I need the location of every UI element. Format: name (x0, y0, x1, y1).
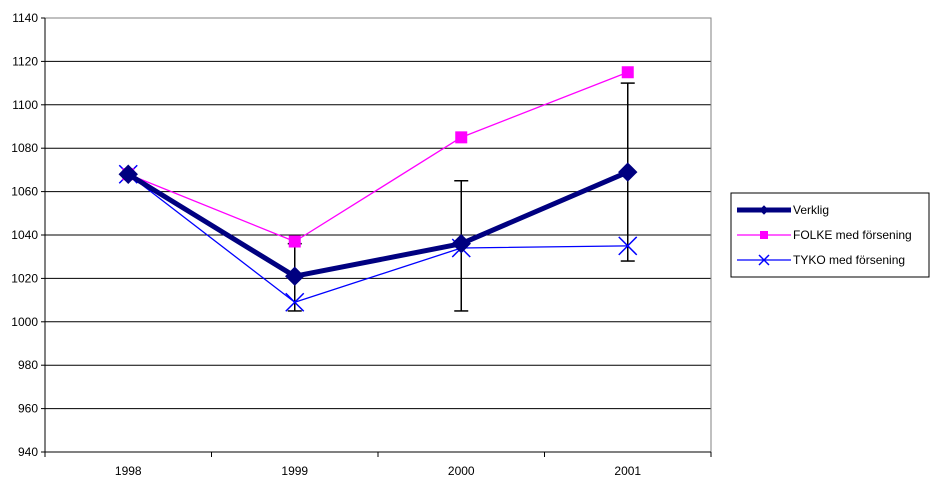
y-tick-label: 1020 (11, 271, 38, 285)
data-point (455, 131, 468, 144)
legend-marker (759, 205, 769, 215)
data-point (285, 266, 305, 286)
data-point (618, 236, 638, 256)
y-tick-label: 1000 (11, 315, 38, 329)
x-tick-label: 2001 (614, 464, 641, 478)
series-line (126, 169, 629, 279)
legend-item: FOLKE med försening (737, 228, 912, 242)
data-point (288, 235, 301, 248)
data-point (451, 233, 471, 254)
series (118, 66, 638, 312)
y-tick-label: 1040 (11, 228, 38, 242)
error-bars (287, 82, 635, 312)
legend-label: FOLKE med försening (793, 228, 912, 242)
legend-marker (760, 231, 768, 239)
y-tick-label: 1140 (12, 11, 38, 25)
x-tick-label: 2000 (448, 464, 475, 478)
y-tick-label: 1060 (11, 185, 38, 199)
y-tick-label: 1100 (12, 98, 38, 112)
data-point (621, 66, 634, 79)
y-tick-label: 960 (18, 402, 38, 416)
data-point (118, 164, 138, 184)
axes: 940 960 980 1000 1020 1040 1060 1080 1100 1120 114… (11, 11, 712, 478)
x-tick-label: 1998 (115, 464, 142, 478)
y-tick-label: 1080 (11, 141, 38, 155)
data-point (618, 162, 638, 182)
legend-item: TYKO med försening (737, 253, 905, 267)
y-tick-label: 980 (18, 358, 38, 372)
data-point (285, 292, 305, 312)
series-line (128, 71, 628, 243)
legend: Verklig FOLKE med försening TYKO med förse… (730, 192, 930, 278)
y-tick-label: 940 (18, 445, 38, 459)
x-tick-label: 1999 (281, 464, 308, 478)
legend-marker (758, 254, 770, 266)
legend-item: Verklig (737, 203, 829, 217)
gridlines (45, 60, 711, 410)
y-tick-label: 1120 (12, 54, 38, 68)
series-line (127, 173, 628, 303)
legend-label: Verklig (793, 203, 829, 217)
legend-label: TYKO med försening (793, 253, 905, 267)
